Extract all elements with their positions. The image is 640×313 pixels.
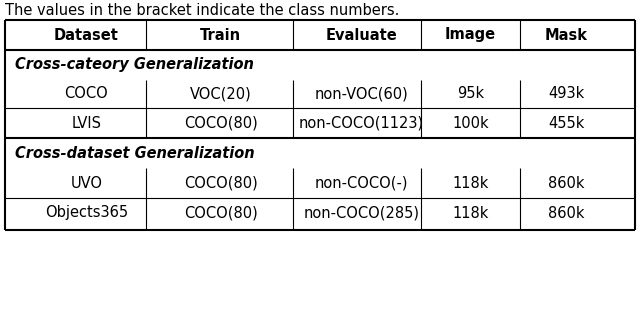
Text: COCO(80): COCO(80) xyxy=(184,115,258,131)
Text: 95k: 95k xyxy=(457,86,484,101)
Text: non-COCO(-): non-COCO(-) xyxy=(315,176,408,191)
Text: VOC(20): VOC(20) xyxy=(190,86,252,101)
Text: Mask: Mask xyxy=(545,28,588,43)
Text: 860k: 860k xyxy=(548,176,585,191)
Text: COCO(80): COCO(80) xyxy=(184,176,258,191)
Text: COCO: COCO xyxy=(65,86,108,101)
Text: Cross-cateory Generalization: Cross-cateory Generalization xyxy=(15,58,253,73)
Text: The values in the bracket indicate the class numbers.: The values in the bracket indicate the c… xyxy=(5,3,399,18)
Text: non-COCO(1123): non-COCO(1123) xyxy=(299,115,424,131)
Text: Train: Train xyxy=(200,28,241,43)
Text: COCO(80): COCO(80) xyxy=(184,206,258,220)
Text: Evaluate: Evaluate xyxy=(326,28,397,43)
Text: Image: Image xyxy=(445,28,496,43)
Text: 100k: 100k xyxy=(452,115,489,131)
Text: 493k: 493k xyxy=(548,86,584,101)
Text: 455k: 455k xyxy=(548,115,584,131)
Text: non-VOC(60): non-VOC(60) xyxy=(315,86,408,101)
Text: Cross-dataset Generalization: Cross-dataset Generalization xyxy=(15,146,254,161)
Text: 860k: 860k xyxy=(548,206,585,220)
Text: Dataset: Dataset xyxy=(54,28,119,43)
Text: 118k: 118k xyxy=(452,176,488,191)
Text: LVIS: LVIS xyxy=(72,115,101,131)
Text: non-COCO(285): non-COCO(285) xyxy=(303,206,420,220)
Text: 118k: 118k xyxy=(452,206,488,220)
Text: Objects365: Objects365 xyxy=(45,206,128,220)
Text: UVO: UVO xyxy=(70,176,102,191)
